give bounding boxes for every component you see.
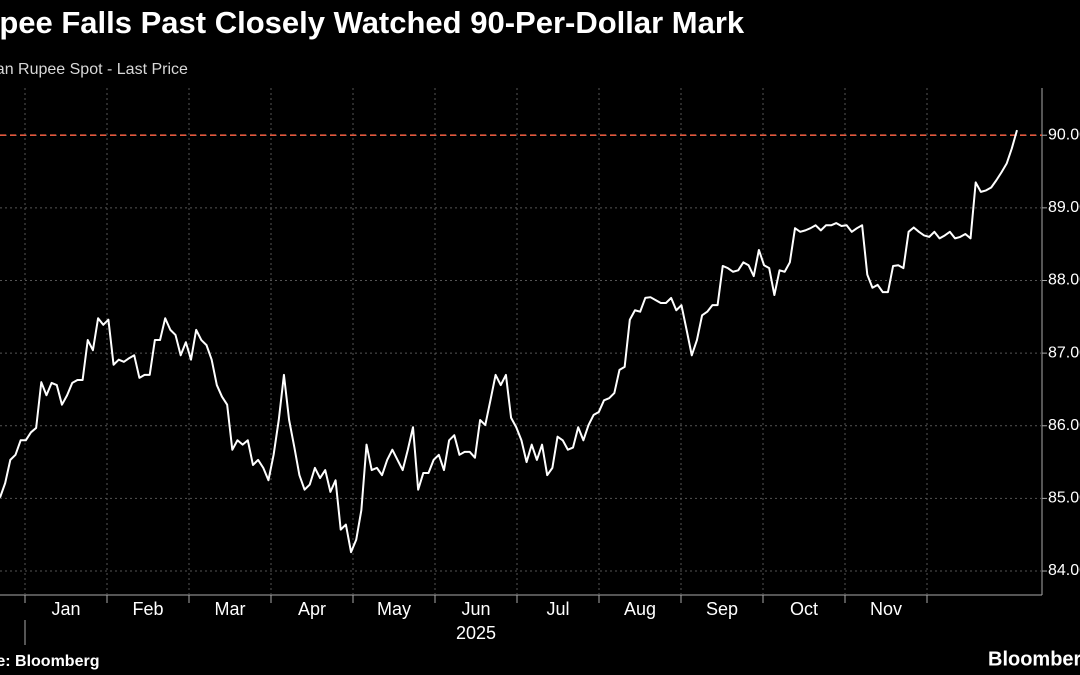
source: Source: Bloomberg	[0, 653, 99, 670]
y-tick-label: 86.00	[1048, 417, 1080, 434]
year-label: 2025	[456, 623, 496, 643]
chart-subtitle: Indian Rupee Spot - Last Price	[0, 61, 188, 78]
y-tick-label: 85.00	[1048, 490, 1080, 507]
x-tick-label: Mar	[215, 599, 246, 619]
chart-title: Rupee Falls Past Closely Watched 90-Per-…	[0, 5, 745, 40]
x-tick-label: Feb	[132, 599, 163, 619]
x-tick-label: Aug	[624, 599, 656, 619]
x-tick-label: Sep	[706, 599, 738, 619]
x-tick-label: Apr	[298, 599, 326, 619]
y-tick-label: 88.00	[1048, 272, 1080, 289]
x-tick-label: Jan	[51, 599, 80, 619]
y-tick-label: 87.00	[1048, 344, 1080, 361]
brand: Bloomberg	[988, 648, 1080, 670]
x-tick-label: Nov	[870, 599, 902, 619]
series-line	[0, 129, 1018, 554]
x-tick-label: May	[377, 599, 411, 619]
x-tick-label: Jul	[546, 599, 569, 619]
y-tick-label: 84.00	[1048, 562, 1080, 579]
y-tick-label: 90.00	[1048, 126, 1080, 143]
y-tick-label: 89.00	[1048, 199, 1080, 216]
x-tick-label: Jun	[461, 599, 490, 619]
x-tick-label: Oct	[790, 599, 818, 619]
